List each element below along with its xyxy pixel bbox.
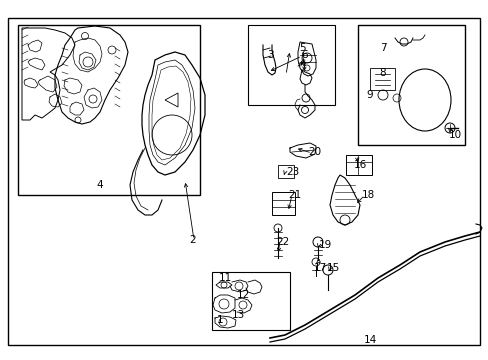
Text: 21: 21 — [288, 190, 301, 200]
Bar — [346, 155, 371, 175]
Text: 17: 17 — [313, 263, 326, 273]
Bar — [247, 25, 334, 105]
Text: 8: 8 — [379, 68, 386, 78]
Text: 16: 16 — [353, 160, 366, 170]
Text: 1: 1 — [216, 315, 223, 325]
Bar — [18, 25, 200, 195]
Text: 15: 15 — [325, 263, 339, 273]
Text: 10: 10 — [447, 130, 461, 140]
Text: 2: 2 — [189, 235, 196, 245]
Text: 12: 12 — [236, 290, 249, 300]
Text: 18: 18 — [361, 190, 374, 200]
Bar — [212, 272, 289, 330]
Text: 13: 13 — [231, 310, 244, 320]
Text: 11: 11 — [218, 273, 231, 283]
Text: 19: 19 — [318, 240, 331, 250]
Text: 9: 9 — [366, 90, 372, 100]
Text: 20: 20 — [308, 147, 321, 157]
Text: 4: 4 — [97, 180, 103, 190]
Text: 3: 3 — [266, 50, 273, 60]
Text: 7: 7 — [379, 43, 386, 53]
Text: 14: 14 — [363, 335, 376, 345]
Text: 23: 23 — [286, 167, 299, 177]
Text: 22: 22 — [276, 237, 289, 247]
Bar — [357, 25, 464, 145]
Bar — [271, 192, 294, 215]
Text: 5: 5 — [298, 43, 305, 53]
Bar — [369, 68, 394, 90]
Bar — [278, 165, 293, 178]
Text: 6: 6 — [301, 50, 307, 60]
